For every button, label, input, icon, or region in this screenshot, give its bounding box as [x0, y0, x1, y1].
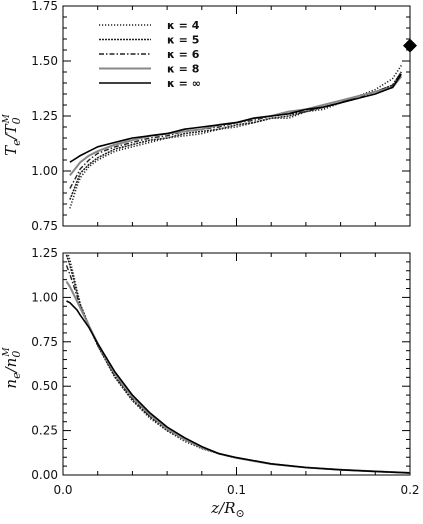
- y-tick-label: 0.75: [31, 335, 58, 349]
- top-y-axis-title: Te/T0M: [2, 113, 23, 156]
- y-tick-label: 0.25: [31, 424, 58, 438]
- y-tick-label: 0.75: [31, 219, 58, 233]
- legend-label: κ = 6: [167, 48, 200, 61]
- series-line-3: [69, 71, 402, 189]
- y-tick-label: 1.25: [31, 246, 58, 260]
- legend-label: κ = 5: [167, 34, 199, 47]
- x-tick-label: 0.1: [227, 483, 246, 497]
- series-line-1: [69, 64, 402, 209]
- series-line-3: [65, 265, 410, 474]
- series-group: [65, 253, 410, 474]
- bottom-y-axis-title: ne/n0M: [2, 347, 23, 389]
- plot-frame: [62, 252, 411, 476]
- series-line-2: [69, 71, 402, 200]
- series-line-2: [65, 254, 410, 474]
- legend: κ = 4 κ = 5κ = 6 κ = 8κ = ∞: [99, 19, 201, 90]
- legend-label: κ = 4: [167, 19, 200, 32]
- y-tick-label: 0.50: [31, 379, 58, 393]
- series-line-1: [66, 253, 410, 474]
- x-tick-label: 0.2: [400, 483, 419, 497]
- series-line-4: [69, 75, 403, 177]
- y-tick-label: 1.00: [31, 164, 58, 178]
- y-tick-label: 1.50: [31, 54, 58, 68]
- bottom-panel: 0.00 0.25 0.50 0.75 1.00 1.25 0.0 0.1 0.2: [31, 246, 419, 497]
- diamond-marker: [403, 38, 417, 53]
- series-line-5: [69, 73, 402, 163]
- y-tick-label: 1.75: [31, 0, 58, 13]
- top-panel: 0.75 1.00 1.25 1.50 1.75 κ = 4 κ = 5κ = 6 κ = 8…: [31, 0, 417, 233]
- y-tick-label: 1.00: [31, 290, 58, 304]
- x-tick-label: 0.0: [53, 483, 72, 497]
- series-line-5: [66, 300, 410, 474]
- legend-label: κ = 8: [167, 63, 199, 76]
- series-group: [69, 64, 403, 209]
- y-tick-label: 1.25: [31, 109, 58, 123]
- y-tick-label: 0.00: [31, 468, 58, 482]
- legend-label: κ = ∞: [167, 77, 201, 90]
- x-axis-title: z/R⊙: [210, 499, 244, 520]
